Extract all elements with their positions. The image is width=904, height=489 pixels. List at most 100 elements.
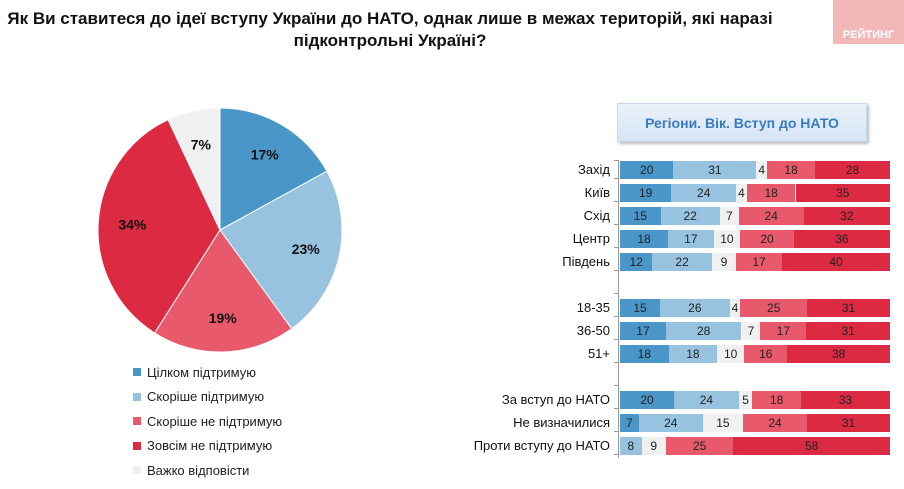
bar-segment: 18 — [767, 161, 816, 179]
bar-segment: 18 — [752, 391, 801, 409]
axis-tick — [614, 408, 619, 409]
bar-segment: 20 — [740, 230, 794, 248]
legend-item: Цілком підтримую — [133, 360, 282, 385]
legend-label: Скоріше не підтримую — [147, 413, 283, 429]
axis-tick — [614, 178, 619, 179]
pie-data-label: 34% — [118, 216, 147, 232]
bar-segment: 15 — [620, 299, 661, 317]
bar-segment: 9 — [711, 253, 737, 271]
bar-segment: 4 — [736, 184, 747, 202]
bar-segment: 31 — [673, 161, 757, 179]
bar-segment: 7 — [741, 322, 761, 340]
bar-segment: 24 — [671, 184, 737, 202]
title-line-2: підконтрольні Україні? — [293, 31, 487, 50]
bar-category-label: 36-50 — [576, 323, 610, 338]
bar-segment: 8 — [620, 437, 642, 455]
bar-segment: 31 — [806, 322, 890, 340]
axis-tick — [614, 224, 619, 225]
bar-category-label: Центр — [572, 231, 610, 246]
bar-segment: 15 — [702, 414, 743, 432]
bar-segment: 26 — [660, 299, 730, 317]
axis-tick — [614, 454, 619, 455]
bar-segment: 4 — [729, 299, 741, 317]
bar-segment: 22 — [660, 207, 720, 225]
panel-header-text: Регіони. Вік. Вступ до НАТО — [645, 114, 839, 131]
bar-segment: 28 — [665, 322, 742, 340]
bar-segment: 31 — [807, 414, 890, 432]
pie-slice — [153, 229, 293, 353]
bar-segment: 17 — [668, 230, 714, 248]
axis-tick — [614, 385, 619, 386]
bar-category-label: Київ — [584, 185, 610, 200]
bar-category-label: Схід — [583, 208, 610, 223]
pie-data-label: 19% — [209, 310, 238, 326]
bar-segment: 19 — [620, 184, 672, 202]
bar-segment: 12 — [620, 253, 653, 271]
bar-segment: 24 — [674, 391, 739, 409]
pie-slice — [219, 170, 343, 330]
bar-segment: 7 — [620, 414, 639, 432]
legend-swatch — [133, 466, 141, 475]
axis-tick — [614, 160, 619, 161]
bar-segment: 28 — [815, 161, 890, 179]
axis-tick — [614, 362, 619, 363]
bar-category-label: 51+ — [587, 346, 610, 361]
bar-category-label: Захід — [577, 162, 610, 177]
pie-slice — [167, 107, 221, 231]
bar-segment: 24 — [742, 414, 808, 432]
bar-segment: 24 — [638, 414, 703, 432]
bar-segment: 32 — [803, 207, 890, 225]
legend-item: Скоріше не підтримую — [133, 409, 282, 434]
bar-category-label: Південь — [562, 254, 610, 269]
bar-segment: 17 — [620, 322, 666, 340]
bar-segment: 9 — [641, 437, 666, 455]
bar-segment: 17 — [760, 322, 807, 340]
pie-slice — [219, 107, 328, 231]
rating-logo: РЕЙТИНГ — [833, 0, 904, 44]
legend-item: Скоріше підтримую — [133, 385, 282, 410]
axis-tick — [614, 431, 619, 432]
bar-segment: 22 — [652, 253, 712, 271]
legend-swatch — [133, 417, 141, 426]
pie-data-label: 7% — [191, 136, 212, 152]
panel-header: Регіони. Вік. Вступ до НАТО — [617, 103, 867, 142]
bar-segment: 38 — [787, 345, 890, 363]
bar-axis — [618, 160, 619, 458]
legend-item: Зовсім не підтримую — [133, 434, 282, 459]
bar-segment: 10 — [717, 345, 745, 363]
bar-segment: 33 — [800, 391, 890, 409]
bar-segment: 5 — [738, 391, 753, 409]
bar-segment: 7 — [719, 207, 739, 225]
bar-segment: 25 — [740, 299, 808, 317]
legend-swatch — [133, 368, 141, 377]
axis-tick — [614, 293, 619, 294]
axis-tick — [614, 339, 619, 340]
axis-tick — [614, 247, 619, 248]
bar-segment: 31 — [807, 299, 890, 317]
bar-segment: 24 — [738, 207, 804, 225]
legend-item: Важко відповісти — [133, 458, 282, 483]
bar-category-label: За вступ до НАТО — [501, 392, 610, 407]
bar-segment: 35 — [795, 184, 890, 202]
bar-segment: 58 — [733, 437, 890, 455]
bar-segment: 20 — [620, 391, 674, 409]
bar-segment: 18 — [668, 345, 718, 363]
pie-legend: Цілком підтримую Скоріше підтримую Скоріше… — [133, 360, 282, 483]
bar-segment: 18 — [620, 345, 669, 363]
bar-category-label: 18-35 — [576, 300, 610, 315]
pie-chart: 17% 23% 19% 34% 7% — [97, 107, 343, 353]
axis-tick — [614, 270, 619, 271]
title-line-1: Як Ви ставитеся до ідеї вступу України д… — [7, 9, 773, 28]
legend-label: Скоріше підтримую — [147, 389, 265, 405]
legend-label: Цілком підтримую — [147, 364, 256, 380]
bar-segment: 17 — [736, 253, 782, 271]
pie-slice — [97, 118, 221, 334]
legend-label: Важко відповісти — [147, 462, 250, 478]
logo-text: РЕЙТИНГ — [842, 29, 895, 41]
bar-segment: 20 — [620, 161, 674, 179]
legend-swatch — [133, 392, 141, 401]
bar-segment: 18 — [620, 230, 669, 248]
chart-title: Як Ви ставитеся до ідеї вступу України д… — [0, 8, 780, 52]
axis-tick — [614, 201, 619, 202]
bar-segment: 4 — [756, 161, 768, 179]
